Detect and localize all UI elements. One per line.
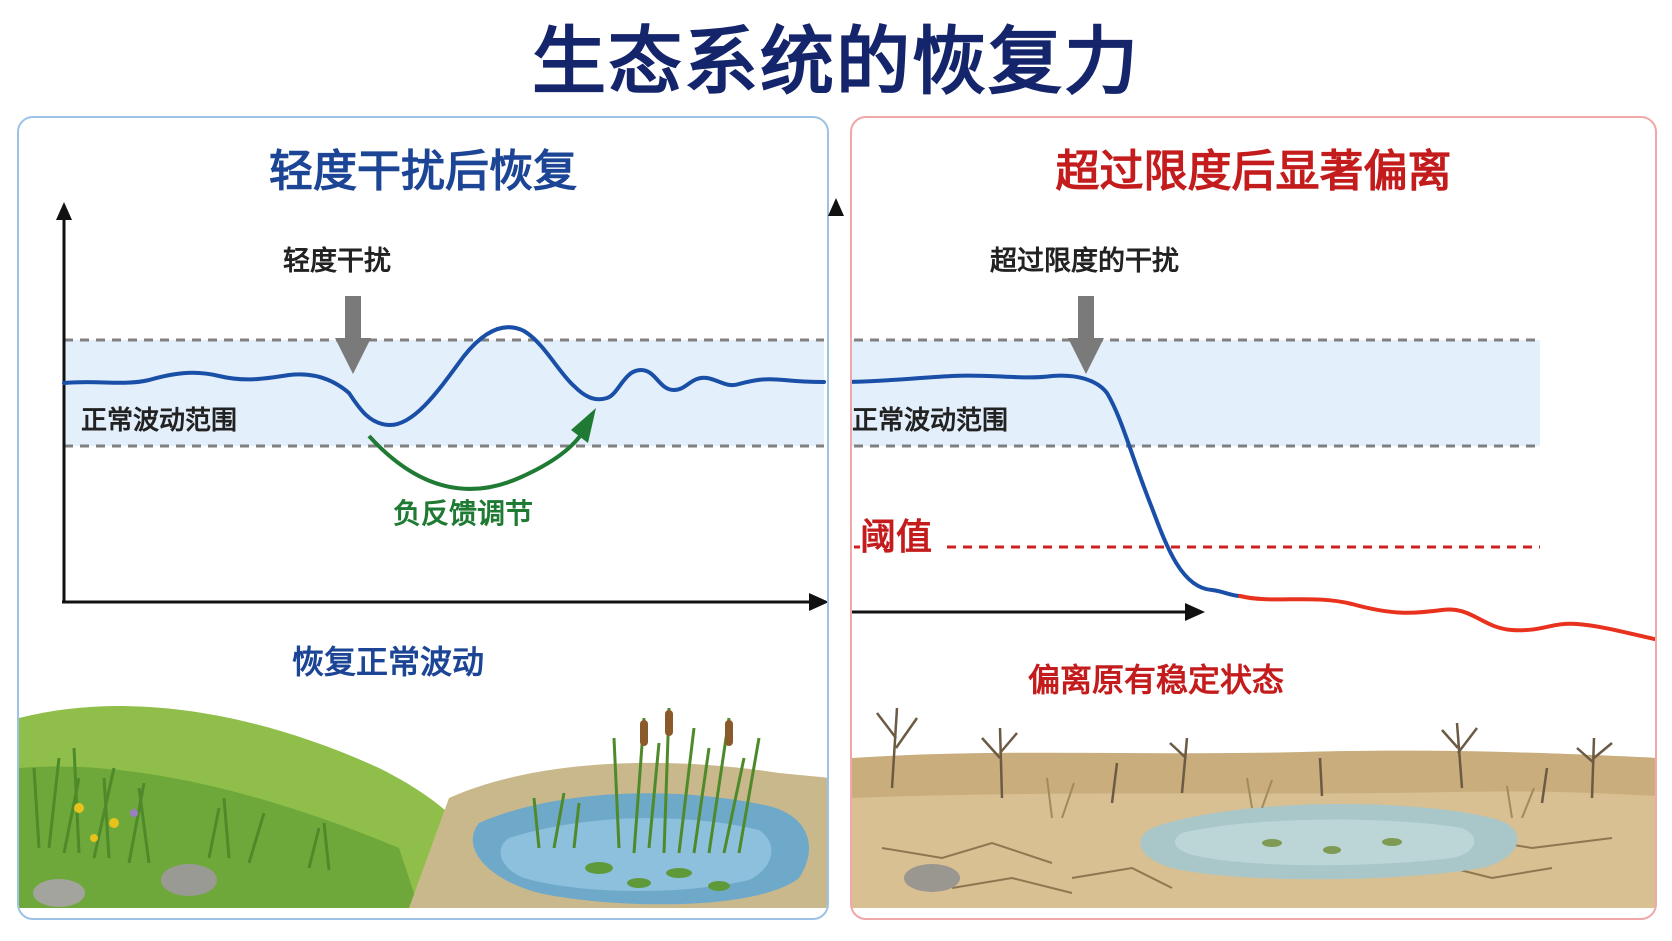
healthy-wetland-illustration [19, 706, 827, 908]
left-panel-title: 轻度干扰后恢复 [269, 146, 577, 197]
down-arrow-icon [1068, 296, 1104, 374]
left-panel-recovery: 轻度干扰后恢复 轻度干扰 正常波动范围 负反馈调节 恢复正常波动 [17, 116, 829, 920]
y-axis-arrow-icon [56, 202, 72, 220]
y-axis-arrow-icon [828, 198, 844, 216]
page-title: 生态系统的恢复力 [532, 19, 1140, 105]
left-graph [56, 202, 827, 611]
right-panel-title: 超过限度后显著偏离 [1055, 146, 1452, 197]
x-axis-arrow-icon [809, 593, 827, 611]
left-range-label: 正常波动范围 [81, 406, 238, 436]
right-range-label: 正常波动范围 [852, 406, 1009, 436]
right-graph [852, 296, 1655, 642]
left-disturbance-label: 轻度干扰 [283, 246, 391, 277]
threshold-label: 阈值 [860, 517, 933, 558]
feedback-label: 负反馈调节 [393, 497, 534, 530]
x-axis-arrow-icon [1185, 603, 1205, 621]
stability-curve [852, 373, 1242, 598]
degraded-land-illustration [852, 707, 1655, 908]
left-result-label: 恢复正常波动 [292, 643, 485, 681]
right-disturbance-label: 超过限度的干扰 [990, 246, 1179, 277]
normal-range-band [852, 340, 1540, 446]
deviation-curve [1238, 594, 1655, 642]
right-panel-deviation: 超过限度后显著偏离 超过限度的干扰 正常波动范围 阈值 偏离原有稳定状态 [850, 116, 1657, 920]
right-result-label: 偏离原有稳定状态 [1028, 661, 1285, 699]
down-arrow-icon [335, 296, 371, 374]
normal-range-band [64, 340, 824, 446]
curved-arrow-icon [367, 408, 596, 491]
stability-curve [62, 325, 826, 428]
